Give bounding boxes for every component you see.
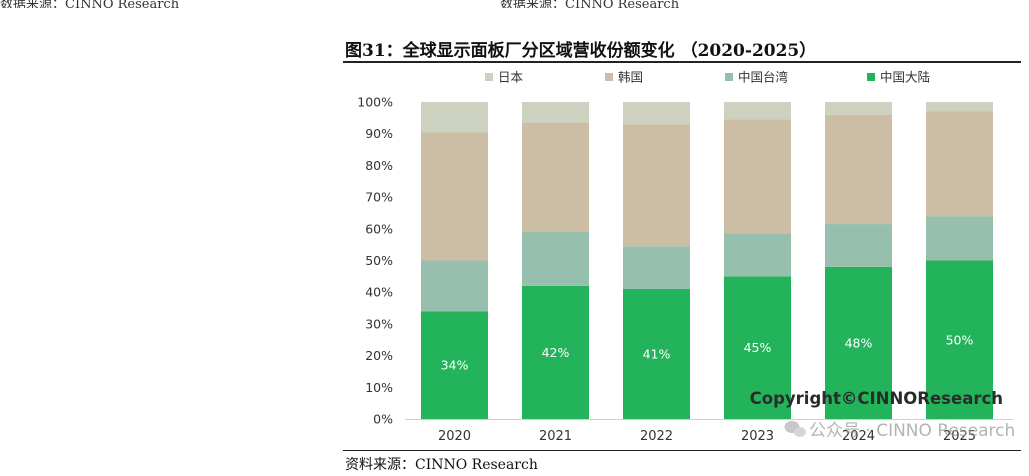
y-tick-label: 10% <box>365 380 393 395</box>
bar-segment-japan <box>724 102 791 120</box>
bar-segment-korea <box>825 114 892 225</box>
bar-stack-2023: 45% <box>724 102 791 419</box>
stacked-bar-chart: 日本 韩国 中国台湾 中国大陆 0% 10% 20% 30% 40% 50% 60% 70% 80% 9… <box>357 70 1016 445</box>
x-tick-label: 2025 <box>943 429 976 444</box>
bar-segment-korea <box>926 111 993 217</box>
bar-segment-mainland <box>724 276 791 419</box>
data-label: 45% <box>744 340 772 355</box>
data-label: 41% <box>643 347 671 362</box>
y-tick-label: 60% <box>365 221 393 236</box>
y-axis: 0% 10% 20% 30% 40% 50% 60% 70% 80% 90% 100% <box>357 95 393 427</box>
bar-segment-korea <box>421 132 488 261</box>
bar-segment-mainland <box>926 260 993 419</box>
figure-source: 资料来源：CINNO Research <box>345 457 538 473</box>
watermark: Copyright©CINNOResearch 公众号 · CINNO Rese… <box>750 389 1016 441</box>
account-watermark: 公众号 · CINNO Research <box>809 421 1015 441</box>
legend-swatch <box>485 73 493 81</box>
bar-stack-2025: 50% <box>926 102 993 419</box>
wechat-icon <box>784 421 806 437</box>
legend-swatch <box>867 73 875 81</box>
cropped-header-text: 数据来源：CINNO Research 数据来源：CINNO Research <box>0 0 1029 8</box>
bar-segment-japan <box>421 102 488 133</box>
bar-segment-taiwan <box>825 224 892 267</box>
legend-label: 日本 <box>498 70 524 85</box>
bar-segment-taiwan <box>724 233 791 277</box>
x-tick-label: 2023 <box>741 429 774 444</box>
legend-swatch <box>725 73 733 81</box>
y-tick-label: 80% <box>365 158 393 173</box>
bars-group: 34% 42% 41% 45% 48% 50% <box>421 102 993 419</box>
bar-segment-mainland <box>421 311 488 419</box>
x-tick-label: 2024 <box>842 429 875 444</box>
bar-segment-japan <box>522 102 589 123</box>
bar-stack-2020: 34% <box>421 102 488 419</box>
bar-segment-japan <box>623 102 690 125</box>
bar-stack-2021: 42% <box>522 102 589 419</box>
legend-item-korea: 韩国 <box>605 70 643 85</box>
source-divider <box>343 450 1021 451</box>
data-label: 42% <box>542 345 570 360</box>
bar-stack-2024: 48% <box>825 102 892 419</box>
legend-swatch <box>605 73 613 81</box>
y-tick-label: 0% <box>373 412 393 427</box>
bar-segment-taiwan <box>623 246 690 290</box>
y-tick-label: 90% <box>365 126 393 141</box>
bar-segment-mainland <box>623 289 690 419</box>
legend-label: 中国台湾 <box>738 70 788 85</box>
y-tick-label: 20% <box>365 348 393 363</box>
bar-segment-korea <box>522 122 589 232</box>
copyright-watermark: Copyright©CINNOResearch <box>750 389 1003 408</box>
bar-segment-japan <box>926 102 993 112</box>
legend-item-japan: 日本 <box>485 70 524 85</box>
figure-title: 图31：全球显示面板厂分区域营收份额变化 （2020-2025） <box>345 41 817 61</box>
y-tick-label: 50% <box>365 253 393 268</box>
x-tick-label: 2020 <box>438 429 471 444</box>
x-tick-label: 2022 <box>640 429 673 444</box>
bar-segment-japan <box>825 102 892 115</box>
title-divider <box>343 61 1021 63</box>
bar-segment-mainland <box>825 266 892 419</box>
legend-label: 韩国 <box>618 70 643 85</box>
bar-segment-taiwan <box>926 216 993 261</box>
bar-segment-mainland <box>522 285 589 419</box>
legend-label: 中国大陆 <box>880 70 930 85</box>
header-fragment-right: 数据来源：CINNO Research <box>500 0 680 8</box>
y-tick-label: 40% <box>365 285 393 300</box>
bar-segment-korea <box>724 119 791 234</box>
bar-stack-2022: 41% <box>623 102 690 419</box>
legend-item-mainland: 中国大陆 <box>867 70 930 85</box>
x-tick-label: 2021 <box>539 429 572 444</box>
y-tick-label: 30% <box>365 316 393 331</box>
bar-segment-korea <box>623 124 690 247</box>
chart-legend: 日本 韩国 中国台湾 中国大陆 <box>485 70 930 85</box>
bar-segment-taiwan <box>522 231 589 286</box>
header-fragment-left: 数据来源：CINNO Research <box>0 0 180 8</box>
data-label: 34% <box>441 358 469 373</box>
bar-segment-taiwan <box>421 260 488 312</box>
x-axis: 2020 2021 2022 2023 2024 2025 <box>405 419 1013 444</box>
y-tick-label: 100% <box>357 95 393 110</box>
y-tick-label: 70% <box>365 190 393 205</box>
data-label: 48% <box>845 335 873 350</box>
data-label: 50% <box>946 332 974 347</box>
legend-item-taiwan: 中国台湾 <box>725 70 788 85</box>
